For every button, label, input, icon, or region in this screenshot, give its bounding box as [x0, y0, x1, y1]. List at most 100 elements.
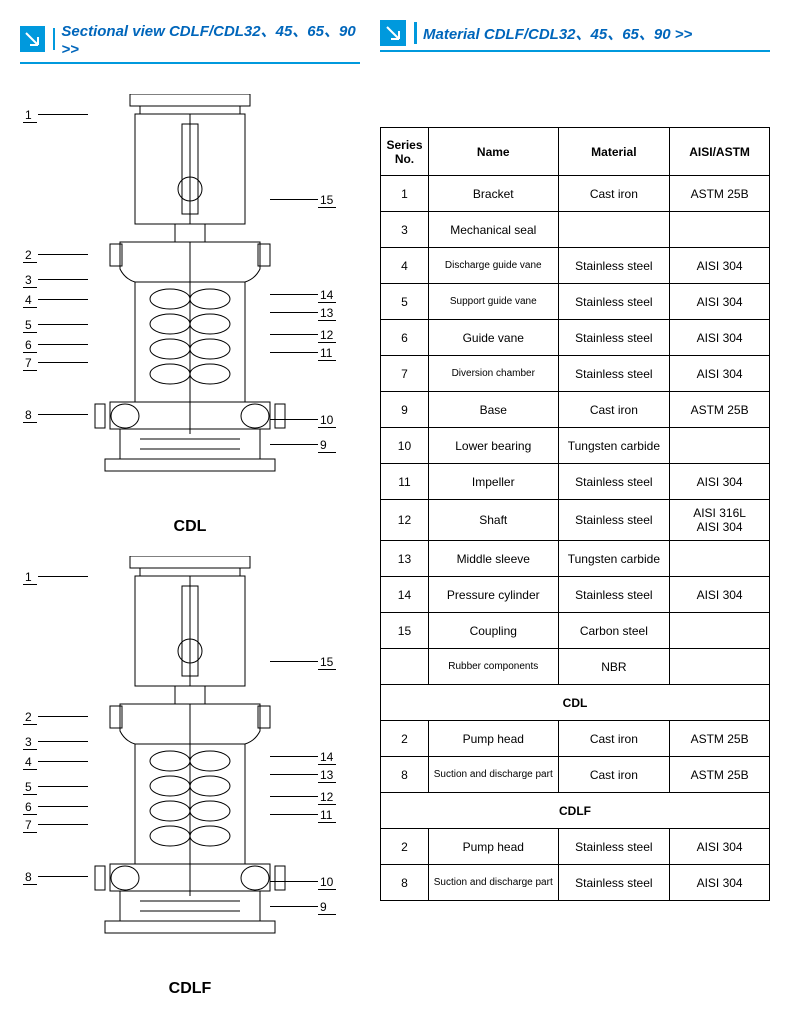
table-cell: Stainless steel [558, 829, 670, 865]
table-cell: 15 [381, 613, 429, 649]
table-cell: Stainless steel [558, 577, 670, 613]
callout-number: 14 [320, 750, 333, 764]
table-cell [670, 428, 770, 464]
col-series: Series No. [381, 128, 429, 176]
arrow-icon [380, 20, 406, 46]
table-cell: AISI 304 [670, 829, 770, 865]
callout-number: 6 [25, 338, 32, 352]
callout-line [38, 114, 88, 115]
table-cell: Shaft [428, 500, 558, 541]
table-cell [558, 212, 670, 248]
label-cdlf: CDLF [20, 980, 360, 998]
callout-line [270, 419, 318, 420]
table-cell: Carbon steel [558, 613, 670, 649]
table-cell: Impeller [428, 464, 558, 500]
pump-drawing-cdl [80, 94, 300, 489]
callout-number: 7 [25, 818, 32, 832]
table-row: 13Middle sleeveTungsten carbide [381, 541, 770, 577]
table-cell: Base [428, 392, 558, 428]
section-label: CDL [381, 685, 770, 721]
table-cell: Stainless steel [558, 464, 670, 500]
table-cell: 3 [381, 212, 429, 248]
callout-number: 12 [320, 328, 333, 342]
table-row: 8Suction and discharge partCast ironASTM… [381, 757, 770, 793]
table-cell: 11 [381, 464, 429, 500]
callout-number: 13 [320, 768, 333, 782]
table-cell: 8 [381, 865, 429, 901]
table-cell: Tungsten carbide [558, 541, 670, 577]
table-cell: Mechanical seal [428, 212, 558, 248]
table-cell: 5 [381, 284, 429, 320]
diagram-cdl: 123456781514131211109 [20, 84, 360, 514]
table-cell: Cast iron [558, 176, 670, 212]
arrow-icon [20, 26, 45, 52]
table-cell: ASTM 25B [670, 176, 770, 212]
callout-number: 5 [25, 318, 32, 332]
callout-number: 15 [320, 655, 333, 669]
callout-line [38, 299, 88, 300]
table-row: 11ImpellerStainless steelAISI 304 [381, 464, 770, 500]
label-cdl: CDL [20, 518, 360, 536]
callout-line [38, 324, 88, 325]
callout-line [270, 906, 318, 907]
right-column: Material CDLF/CDL32、45、65、90 >> Series N… [380, 20, 770, 901]
table-cell [670, 541, 770, 577]
callout-number: 15 [320, 193, 333, 207]
callout-number: 11 [320, 346, 332, 360]
table-cell: ASTM 25B [670, 721, 770, 757]
right-title: Material CDLF/CDL32、45、65、90 >> [423, 23, 692, 44]
table-cell: Stainless steel [558, 500, 670, 541]
table-row: 9BaseCast ironASTM 25B [381, 392, 770, 428]
table-cell: Cast iron [558, 721, 670, 757]
table-row: 8Suction and discharge partStainless ste… [381, 865, 770, 901]
table-cell: Diversion chamber [428, 356, 558, 392]
callout-line [270, 312, 318, 313]
callout-line [38, 362, 88, 363]
table-cell: 1 [381, 176, 429, 212]
left-title: Sectional view CDLF/CDL32、45、65、90 >> [61, 20, 360, 58]
table-cell [381, 649, 429, 685]
table-cell: AISI 304 [670, 464, 770, 500]
table-cell: Stainless steel [558, 865, 670, 901]
section-row: CDLF [381, 793, 770, 829]
right-header: Material CDLF/CDL32、45、65、90 >> [380, 20, 770, 46]
table-cell: Middle sleeve [428, 541, 558, 577]
callout-number: 3 [25, 735, 32, 749]
table-row: 10Lower bearingTungsten carbide [381, 428, 770, 464]
underline [20, 62, 360, 64]
callout-number: 9 [320, 438, 327, 452]
table-row: 7Diversion chamberStainless steelAISI 30… [381, 356, 770, 392]
table-cell: 9 [381, 392, 429, 428]
table-cell: 14 [381, 577, 429, 613]
callout-number: 9 [320, 900, 327, 914]
callout-line [38, 741, 88, 742]
callout-line [38, 716, 88, 717]
table-cell: Suction and discharge part [428, 757, 558, 793]
callout-number: 1 [25, 570, 32, 584]
table-row: 14Pressure cylinderStainless steelAISI 3… [381, 577, 770, 613]
table-row: 15CouplingCarbon steel [381, 613, 770, 649]
table-row: 12ShaftStainless steelAISI 316LAISI 304 [381, 500, 770, 541]
col-material: Material [558, 128, 670, 176]
table-row: 2Pump headStainless steelAISI 304 [381, 829, 770, 865]
callout-line [38, 414, 88, 415]
table-cell [670, 649, 770, 685]
callout-number: 10 [320, 413, 333, 427]
material-table: Series No. Name Material AISI/ASTM 1Brac… [380, 127, 770, 901]
table-row: 1BracketCast ironASTM 25B [381, 176, 770, 212]
callout-number: 2 [25, 710, 32, 724]
callout-number: 6 [25, 800, 32, 814]
underline [380, 50, 770, 52]
table-cell: AISI 304 [670, 284, 770, 320]
col-name: Name [428, 128, 558, 176]
table-cell: 8 [381, 757, 429, 793]
callout-number: 2 [25, 248, 32, 262]
callout-line [270, 334, 318, 335]
callout-line [270, 294, 318, 295]
callout-number: 8 [25, 870, 32, 884]
callout-line [38, 786, 88, 787]
table-cell: Pressure cylinder [428, 577, 558, 613]
table-cell: Bracket [428, 176, 558, 212]
callout-number: 8 [25, 408, 32, 422]
callout-line [270, 814, 318, 815]
